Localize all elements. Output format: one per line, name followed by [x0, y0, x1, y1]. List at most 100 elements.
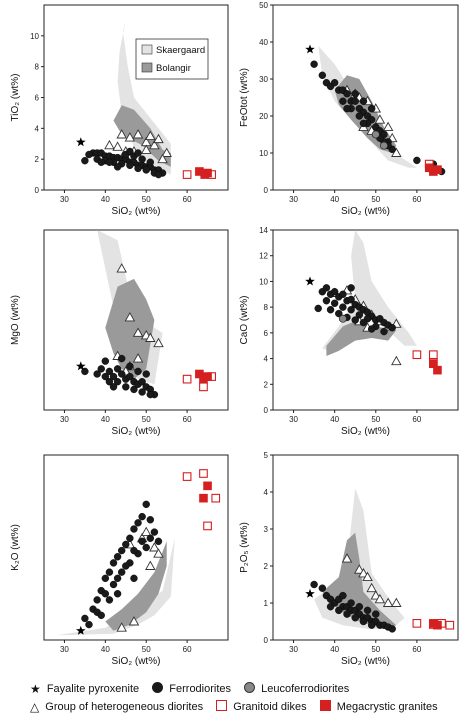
ferrodiorite-point — [113, 574, 122, 583]
fayalite-pyroxenite-point — [76, 137, 86, 147]
ferrodiorite-point — [330, 299, 339, 307]
megacrystic-granite-point — [203, 372, 212, 381]
ferrodiorite-point — [130, 525, 138, 533]
ferrodiorite-point — [126, 362, 134, 370]
ferrodiorite-point — [314, 304, 322, 313]
y-tick-label: 6 — [264, 329, 269, 338]
ferrodiorite-point — [117, 354, 126, 363]
ferrodiorite-point — [367, 325, 376, 333]
ferrodiorite-point — [130, 574, 138, 583]
y-tick-label: 10 — [30, 32, 39, 41]
legend-mega: Megacrystic granites — [319, 700, 438, 713]
heterogeneous-diorite-point — [132, 129, 144, 139]
skaergaard-swatch — [141, 44, 153, 55]
ferrodiorite-point — [322, 297, 331, 305]
ferrodiorite-point — [318, 71, 327, 80]
heterogeneous-diorite-point — [374, 114, 386, 124]
heterogeneous-diorite-point — [145, 130, 156, 140]
megacrystic-granite-point — [203, 481, 212, 491]
ferrodiorite-point — [113, 378, 122, 386]
ferrodiorite-point — [105, 568, 114, 576]
ferrodiorite-point — [343, 104, 351, 113]
ferrodiorite-point — [126, 147, 134, 156]
ferrodiorite-point — [97, 365, 105, 373]
legend-label: Leucoferrodiorites — [261, 683, 350, 695]
ferrodiorite-point — [339, 97, 347, 105]
x-axis-label: SiO₂ (wt%) — [112, 656, 161, 667]
ferrodiorite-point — [326, 603, 335, 611]
circle-icon — [152, 682, 164, 693]
x-tick-label: 50 — [142, 195, 151, 204]
ferrodiorite-point — [351, 614, 359, 622]
ferrodiorite-point — [122, 562, 130, 570]
ferrodiorite-point — [109, 580, 118, 589]
legend-label: Group of heterogeneous diorites — [45, 701, 204, 713]
heterogeneous-diorite-point — [116, 129, 127, 139]
x-axis-label: SiO₂ (wt%) — [112, 426, 161, 437]
heterogeneous-diorite-point — [153, 337, 164, 348]
x-tick-label: 40 — [101, 415, 110, 424]
granitoid-dike-point — [412, 350, 422, 360]
heterogeneous-diorite-point — [116, 622, 127, 632]
ferrodiorite-point — [138, 378, 146, 386]
ferrodiorite-point — [142, 166, 150, 174]
ferrodiorite-point — [380, 327, 388, 336]
skaergaard-field — [322, 230, 417, 353]
ferrodiorite-point — [134, 519, 142, 527]
y-tick-label: 0 — [264, 406, 269, 415]
bolangir-field — [113, 105, 171, 167]
ferrodiorite-point — [109, 559, 118, 567]
ferrodiorite-point — [101, 372, 110, 381]
heterogeneous-diorite-point — [145, 332, 156, 342]
heterogeneous-diorite-point — [145, 560, 156, 570]
granitoid-dike-point — [182, 472, 192, 481]
heterogeneous-diorite-point — [362, 571, 373, 582]
ferrodiorite-point — [339, 303, 347, 311]
y-tick-label: 14 — [259, 226, 268, 235]
x-tick-label: 40 — [101, 195, 110, 204]
granitoid-dike-point — [211, 493, 221, 503]
x-tick-label: 30 — [60, 415, 69, 424]
ferrodiorite-point — [359, 617, 368, 626]
skaergaard-field — [318, 45, 417, 168]
x-tick-label: 30 — [289, 415, 298, 424]
legend-label: Ferrodiorites — [169, 683, 232, 695]
ferrodiorite-point — [355, 112, 364, 120]
ferrodiorite-point — [109, 372, 118, 381]
heterogeneous-diorite-point — [132, 353, 144, 363]
heterogeneous-diorite-point — [370, 590, 382, 600]
heterogeneous-diorite-point — [116, 263, 127, 273]
megacrystic-granite-point — [433, 620, 442, 630]
ferrodiorite-point — [335, 309, 343, 318]
ferrodiorite-point — [326, 306, 335, 314]
y-tick-label: 2 — [264, 562, 269, 571]
heterogeneous-diorite-point — [112, 141, 123, 151]
ferrodiorite-point — [347, 295, 355, 304]
heterogeneous-diorite-point — [153, 133, 164, 144]
ferrodiorite-point — [355, 603, 364, 611]
ferrodiorite-point — [81, 157, 89, 165]
y-tick-label: 10 — [259, 277, 268, 286]
ferrodiorite-point — [142, 500, 150, 509]
ferrodiorite-point — [105, 367, 114, 376]
megacrystic-granite-point — [433, 365, 442, 375]
granitoid-dike-point — [203, 521, 212, 531]
ferrodiorite-point — [335, 606, 343, 615]
bolangir-field — [326, 321, 397, 356]
x-tick-label: 60 — [183, 195, 192, 204]
x-tick-label: 30 — [289, 645, 298, 654]
chart-panel-6: 30 40 50 60 0 1 2 3 4 5 SiO₂ (wt%) P₂O₅ (wt%) — [239, 451, 459, 667]
y-axis-label: K₂O (wt%) — [10, 524, 21, 571]
legend-label: Megacrystic granites — [336, 701, 438, 713]
y-axis-label: FeOtot (wt%) — [239, 68, 250, 127]
ferrodiorite-point — [117, 568, 126, 576]
y-tick-label: 4 — [264, 355, 269, 364]
ferrodiorite-point — [93, 596, 101, 604]
legend-hetero: △ Group of heterogeneous diorites — [30, 701, 203, 713]
heterogeneous-diorite-point — [104, 139, 115, 150]
y-tick-label: 0 — [264, 636, 269, 645]
x-axis-label: SiO₂ (wt%) — [341, 656, 390, 667]
chart-panel-2: 30 40 50 60 0 10 20 30 40 50 SiO₂ (wt%) FeOtot (wt%… — [239, 1, 459, 217]
x-tick-label: 40 — [330, 195, 339, 204]
